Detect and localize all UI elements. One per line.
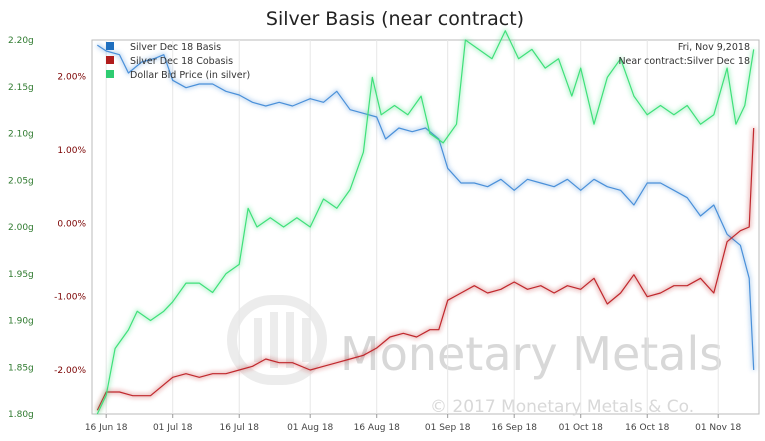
- series-lines: [95, 28, 756, 415]
- legend-label-cobasis: Silver Dec 18 Cobasis: [130, 56, 233, 67]
- x-tick-label: 01 Aug 18: [287, 423, 333, 433]
- info-date: Fri, Nov 9,2018: [678, 42, 750, 53]
- legend-swatch-price: [106, 70, 114, 78]
- vertical-gridlines: [105, 40, 719, 414]
- x-tick-label: 01 Nov 18: [695, 423, 741, 433]
- y-left-tick-label: 1.80g: [8, 410, 34, 420]
- y-left-tick-label: 2.20g: [8, 36, 34, 46]
- x-tick-label: 16 Jun 18: [85, 423, 128, 433]
- x-tick-label: 01 Oct 18: [559, 423, 603, 433]
- y-percent-tick-label: -1.00%: [54, 293, 86, 303]
- x-tick-label: 01 Sep 18: [425, 423, 471, 433]
- x-tick-label: 16 Sep 18: [491, 423, 537, 433]
- watermark: Monetary Metals © 2017 Monetary Metals &…: [227, 295, 723, 417]
- legend-swatch-basis: [106, 42, 114, 50]
- legend-swatch-cobasis: [106, 56, 114, 64]
- y-left-tick-label: 1.95g: [8, 270, 34, 280]
- y-axis-percent-ticks: -2.00% -1.00% 0.00% 1.00% 2.00%: [54, 73, 86, 376]
- y-percent-tick-label: 1.00%: [57, 146, 86, 156]
- legend: Silver Dec 18 Basis Silver Dec 18 Cobasi…: [106, 42, 250, 81]
- series-line-price: [96, 30, 755, 415]
- info-box: Fri, Nov 9,2018 Near contract:Silver Dec…: [618, 42, 750, 67]
- y-left-tick-label: 1.85g: [8, 363, 34, 373]
- x-tick-label: 01 Jul 18: [153, 423, 193, 433]
- watermark-logo-text: Monetary Metals: [340, 327, 723, 381]
- x-tick-label: 16 Aug 18: [354, 423, 400, 433]
- y-left-tick-label: 2.15g: [8, 83, 34, 93]
- x-tick-label: 16 Jul 18: [219, 423, 259, 433]
- y-percent-tick-label: 2.00%: [57, 73, 86, 83]
- y-left-tick-label: 2.05g: [8, 176, 34, 186]
- y-percent-tick-label: -2.00%: [54, 366, 86, 376]
- series-line-cobasis: [96, 127, 755, 411]
- y-percent-tick-label: 0.00%: [57, 219, 86, 229]
- legend-label-price: Dollar Bid Price (in silver): [130, 70, 250, 81]
- x-axis-ticks: 16 Jun 18 01 Jul 18 16 Jul 18 01 Aug 18 16 A…: [85, 414, 742, 433]
- info-contract: Near contract:Silver Dec 18: [618, 56, 750, 67]
- watermark-copyright: © 2017 Monetary Metals & Co.: [430, 397, 694, 417]
- series-line-basis: [96, 44, 755, 371]
- x-tick-label: 16 Oct 18: [625, 423, 669, 433]
- y-left-tick-label: 2.00g: [8, 223, 34, 233]
- y-left-tick-label: 2.10g: [8, 130, 34, 140]
- plot-area: [91, 39, 760, 415]
- watermark-logo-mark: [227, 295, 327, 385]
- chart-title: Silver Basis (near contract): [266, 8, 524, 30]
- legend-label-basis: Silver Dec 18 Basis: [130, 42, 221, 53]
- y-axis-left-ticks: 1.80g 1.85g 1.90g 1.95g 2.00g 2.05g 2.10g 2.15g…: [8, 36, 34, 420]
- y-left-tick-label: 1.90g: [8, 317, 34, 327]
